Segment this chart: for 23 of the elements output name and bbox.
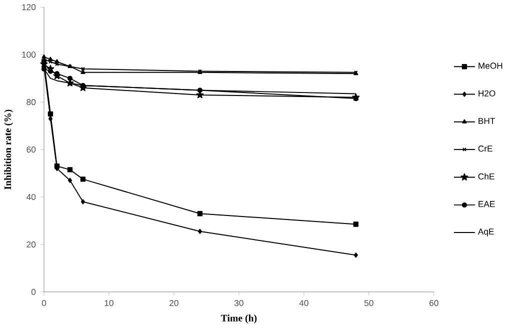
- legend-label: BHT: [478, 118, 495, 124]
- x-tick-label: 0: [42, 300, 46, 306]
- x-tick-label: 50: [364, 300, 374, 306]
- x-tick-label: 30: [234, 300, 244, 306]
- y-tick-label: 100: [22, 52, 36, 58]
- y-tick-label: 80: [26, 99, 36, 106]
- legend-label: CrE: [478, 146, 492, 152]
- x-tick-label: 60: [430, 300, 438, 306]
- y-tick-label: 60: [26, 146, 36, 153]
- y-tick-label: 40: [26, 194, 36, 200]
- y-tick-label: 0: [31, 289, 36, 296]
- x-tick-label: 10: [104, 300, 114, 306]
- legend-label: MeOH: [478, 62, 502, 69]
- legend-label: H2O: [478, 90, 496, 97]
- x-axis-title: Time (h): [220, 314, 257, 324]
- legend-label: EAE: [478, 201, 495, 208]
- x-tick-label: 40: [299, 300, 308, 306]
- legend-label: ChE: [478, 173, 494, 180]
- x-tick-label: 20: [170, 300, 178, 306]
- y-tick-label: 20: [26, 242, 36, 248]
- y-axis-title: Inhibition rate (%): [4, 110, 14, 190]
- y-tick-label: 120: [22, 4, 36, 10]
- legend-label: AqE: [478, 228, 494, 237]
